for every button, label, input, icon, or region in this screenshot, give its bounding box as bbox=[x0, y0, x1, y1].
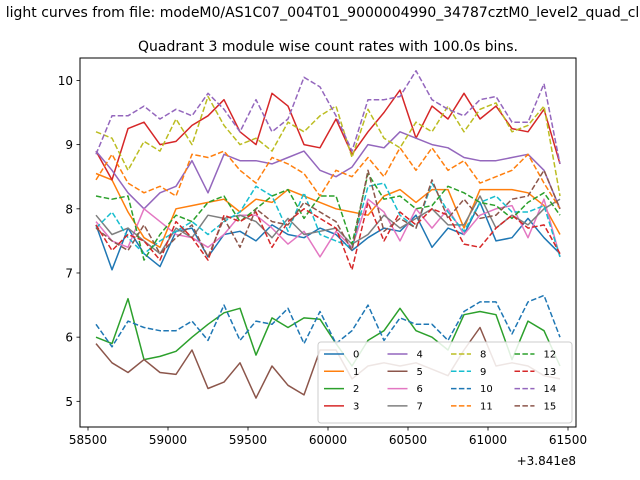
y-tick-label: 8 bbox=[65, 202, 73, 216]
legend-label-8: 8 bbox=[480, 350, 486, 361]
x-tick-label: 59000 bbox=[149, 433, 187, 447]
series-line-0 bbox=[95, 201, 561, 271]
x-axis-offset-label: +3.841e8 bbox=[517, 454, 576, 468]
y-axis: 5 6 7 8 9 10 bbox=[58, 74, 80, 409]
y-tick-label: 9 bbox=[65, 138, 73, 152]
legend-label-5: 5 bbox=[417, 367, 423, 378]
legend-label-3: 3 bbox=[353, 401, 359, 412]
x-tick-label: 61000 bbox=[469, 433, 507, 447]
legend-label-7: 7 bbox=[417, 401, 423, 412]
series-line-14 bbox=[95, 70, 561, 165]
legend-label-14: 14 bbox=[544, 384, 557, 395]
y-tick-label: 7 bbox=[65, 266, 73, 280]
legend-label-6: 6 bbox=[417, 384, 423, 395]
y-tick-label: 6 bbox=[65, 331, 73, 345]
legend-label-2: 2 bbox=[353, 384, 359, 395]
legend-label-9: 9 bbox=[480, 367, 486, 378]
x-axis: 58500 59000 59500 60000 60500 61000 61500 bbox=[69, 427, 587, 447]
series-line-10 bbox=[95, 294, 561, 348]
legend-label-4: 4 bbox=[417, 350, 423, 361]
series-line-13 bbox=[95, 201, 561, 271]
figure-suptitle: Plotting light curves from file: modeM0/… bbox=[0, 5, 640, 21]
series-line-12 bbox=[95, 172, 561, 261]
series-line-11 bbox=[95, 147, 561, 210]
legend-label-13: 13 bbox=[544, 367, 557, 378]
y-tick-label: 10 bbox=[58, 74, 73, 88]
legend-label-0: 0 bbox=[353, 350, 359, 361]
series-line-15 bbox=[95, 169, 561, 258]
x-tick-label: 60500 bbox=[389, 433, 427, 447]
series-line-3 bbox=[95, 89, 561, 181]
x-tick-label: 60000 bbox=[309, 433, 347, 447]
legend-label-15: 15 bbox=[544, 401, 557, 412]
axes-title: Quadrant 3 module wise count rates with … bbox=[138, 39, 518, 55]
series-line-4 bbox=[95, 131, 561, 210]
series-line-8 bbox=[95, 95, 561, 197]
legend-frame bbox=[317, 341, 573, 424]
y-tick-label: 5 bbox=[65, 395, 73, 409]
series-line-2 bbox=[95, 297, 561, 367]
x-tick-label: 58500 bbox=[69, 433, 107, 447]
x-tick-label: 61500 bbox=[549, 433, 587, 447]
x-tick-label: 59500 bbox=[229, 433, 267, 447]
legend-label-10: 10 bbox=[480, 384, 493, 395]
series-line-1 bbox=[95, 172, 561, 249]
legend-label-1: 1 bbox=[353, 367, 359, 378]
legend-label-12: 12 bbox=[544, 350, 557, 361]
series-line-9 bbox=[95, 182, 561, 258]
legend-label-11: 11 bbox=[480, 401, 493, 412]
